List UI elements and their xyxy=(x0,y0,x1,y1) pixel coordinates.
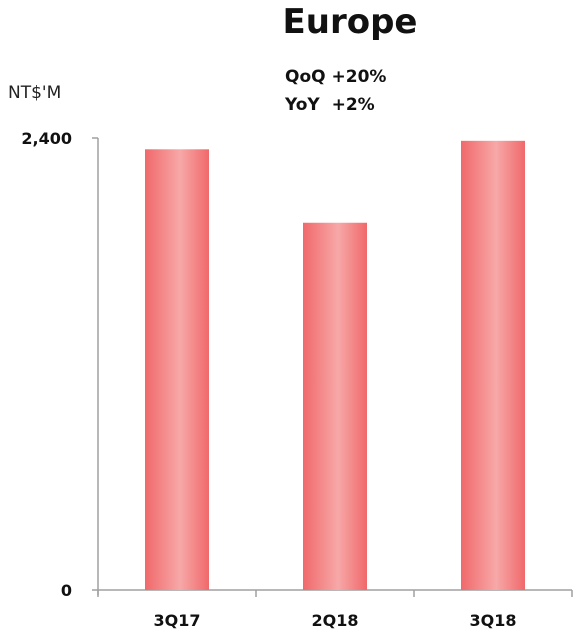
y-tick-labels: 2,400 0 xyxy=(21,129,72,600)
qoq-annotation: QoQ +20% xyxy=(285,67,386,87)
bars xyxy=(145,140,525,591)
yoy-annotation: YoY +2% xyxy=(284,95,375,115)
x-category-label: 3Q17 xyxy=(154,611,201,630)
y-axis-unit-label: NT$'M xyxy=(8,83,61,103)
chart-title: Europe xyxy=(283,2,418,42)
bar-3Q18 xyxy=(461,140,525,590)
y-tick-label: 0 xyxy=(61,581,72,600)
x-category-label: 3Q18 xyxy=(470,611,517,630)
bar-3Q17 xyxy=(145,149,209,591)
x-category-labels: 3Q17 2Q18 3Q18 xyxy=(154,611,517,630)
y-tick-label: 2,400 xyxy=(21,129,72,148)
bar-2Q18 xyxy=(303,222,367,590)
x-category-label: 2Q18 xyxy=(312,611,359,630)
